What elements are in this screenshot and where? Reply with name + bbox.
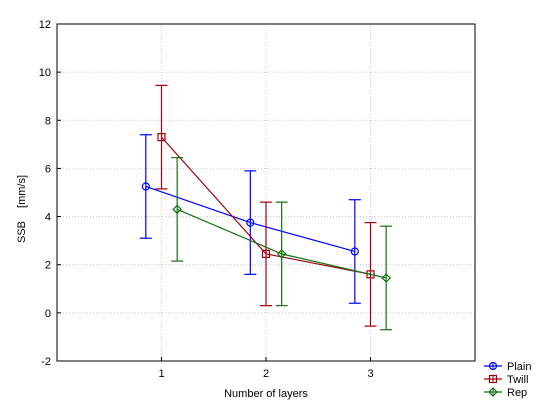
data-point — [276, 249, 287, 259]
data-point — [172, 204, 183, 215]
series-plain — [139, 134, 361, 304]
series-line — [176, 208, 387, 279]
x-tick-label: 2 — [263, 368, 269, 380]
legend-label: Rep — [507, 387, 527, 399]
series-line — [145, 185, 355, 253]
data-point — [350, 247, 359, 256]
data-point — [141, 182, 150, 191]
legend-swatch-marker — [488, 374, 498, 384]
y-axis-label: SSB — [16, 221, 28, 243]
y-tick-label: 0 — [45, 308, 51, 320]
data-point — [246, 218, 255, 227]
series-twill — [155, 84, 377, 327]
x-tick-label: 1 — [158, 368, 164, 380]
data-point — [157, 133, 166, 142]
y-tick-label: 4 — [45, 212, 51, 224]
series-line — [161, 136, 371, 275]
legend-item-rep: Rep — [484, 387, 527, 399]
legend-swatch-marker — [488, 387, 498, 397]
legend-label: Twill — [507, 374, 528, 386]
y-tick-label: 6 — [45, 163, 51, 175]
svg-text:SSB [mm/s]: SSB [mm/s] — [16, 175, 28, 243]
y-axis-unit: [mm/s] — [16, 175, 28, 208]
legend-item-twill: Twill — [484, 374, 528, 386]
y-tick-label: 12 — [39, 19, 51, 31]
y-axis-title: SSB [mm/s] — [16, 175, 28, 243]
x-axis-title: Number of layers — [224, 388, 308, 400]
series-rep — [171, 156, 393, 331]
y-tick-label: 8 — [45, 115, 51, 127]
data-point — [261, 249, 271, 258]
y-axis: -2 0 2 4 6 8 10 12 — [39, 19, 61, 368]
data-point — [381, 273, 392, 283]
legend-item-plain: Plain — [484, 361, 531, 373]
x-axis: 1 2 3 — [158, 357, 374, 380]
x-tick-label: 3 — [367, 368, 373, 380]
legend-swatch-marker — [488, 361, 498, 371]
data-point — [366, 270, 375, 279]
y-tick-label: -2 — [41, 356, 51, 368]
legend-label: Plain — [507, 361, 531, 373]
y-tick-label: 10 — [39, 67, 51, 79]
y-tick-label: 2 — [45, 260, 51, 272]
series-layer — [139, 84, 393, 331]
